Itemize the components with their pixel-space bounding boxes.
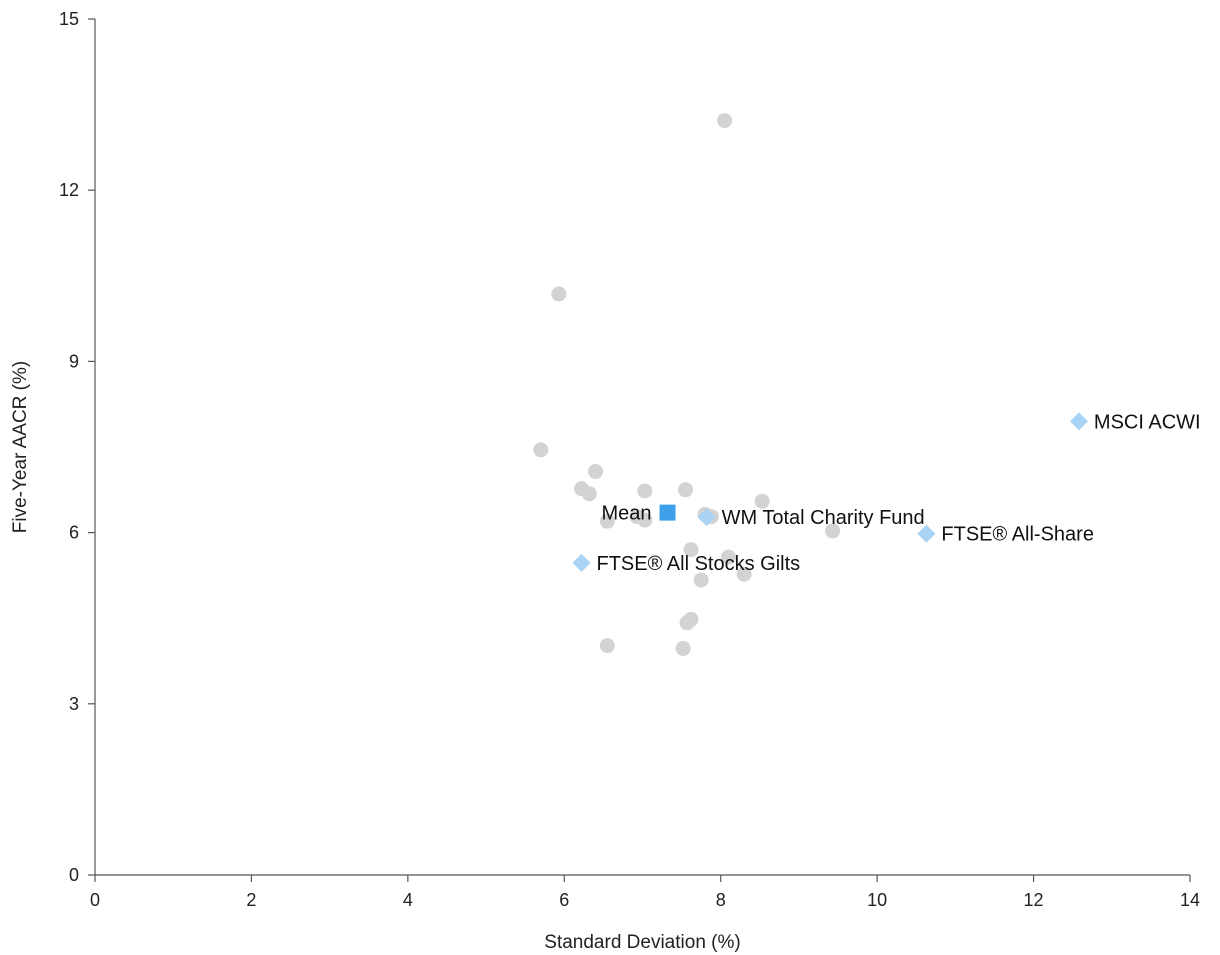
fund-point	[693, 572, 709, 588]
fund-point	[551, 286, 567, 302]
fund-point	[754, 493, 770, 509]
point-label: MSCI ACWI	[1094, 411, 1201, 433]
fund-point	[588, 464, 604, 480]
y-tick-label: 0	[69, 865, 79, 885]
x-tick-label: 6	[559, 890, 569, 910]
fund-point	[675, 640, 691, 656]
x-tick-label: 2	[246, 890, 256, 910]
point-label: Mean	[601, 503, 651, 525]
point-labels: MSCI ACWI FTSE® All-Share FTSE® All Stocks…	[596, 411, 1200, 575]
fund-point	[581, 486, 597, 502]
y-tick-label: 6	[69, 523, 79, 543]
mean-point	[659, 504, 676, 521]
fund-point	[637, 512, 653, 528]
fund-point	[717, 113, 733, 129]
point-label: WM Total Charity Fund	[722, 507, 925, 529]
fund-point	[683, 542, 699, 558]
axes: 0 3 6 9 12 15 0 2 4 6 8 10 12 14	[59, 9, 1200, 910]
y-tick-label: 3	[69, 694, 79, 714]
fund-point	[599, 513, 615, 529]
x-tick-label: 10	[867, 890, 887, 910]
fund-point	[679, 615, 695, 631]
fund-point	[533, 442, 549, 458]
y-tick-label: 9	[69, 351, 79, 371]
fund-point	[678, 482, 694, 498]
x-tick-label: 8	[716, 890, 726, 910]
point-label: FTSE® All-Share	[941, 524, 1094, 546]
fund-point	[637, 483, 653, 499]
fund-point	[736, 566, 752, 582]
index-point	[697, 508, 716, 527]
data-points	[533, 113, 1088, 656]
x-tick-label: 14	[1180, 890, 1200, 910]
y-tick-label: 12	[59, 180, 79, 200]
x-tick-label: 12	[1024, 890, 1044, 910]
x-tick-label: 0	[90, 890, 100, 910]
y-tick-label: 15	[59, 9, 79, 29]
fund-point	[721, 549, 737, 565]
fund-point	[825, 523, 841, 539]
y-axis-title: Five-Year AACR (%)	[10, 361, 31, 533]
index-point	[1069, 412, 1088, 431]
x-axis-title: Standard Deviation (%)	[544, 932, 740, 953]
index-point	[917, 524, 936, 543]
point-label: FTSE® All Stocks Gilts	[596, 553, 800, 575]
fund-point	[599, 638, 615, 654]
x-tick-label: 4	[403, 890, 413, 910]
index-point	[572, 553, 591, 572]
